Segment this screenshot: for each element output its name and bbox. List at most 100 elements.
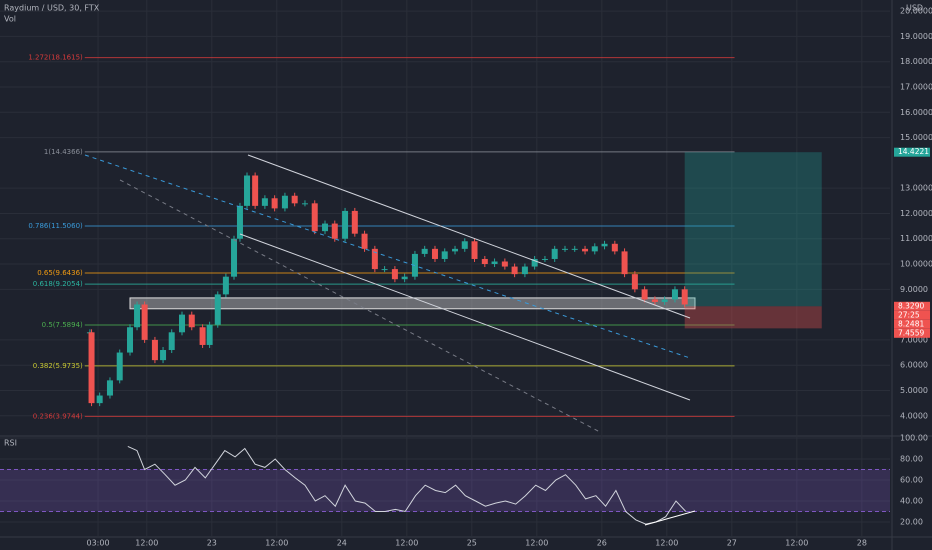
price-tag (894, 319, 930, 329)
candle-body (381, 269, 388, 271)
trend-line (239, 233, 691, 401)
x-tick-label: 23 (207, 539, 217, 548)
fib-label: 0.382(5.9735) (33, 362, 83, 370)
y-tick-label: 12.0000 (900, 209, 932, 218)
candle-body (671, 289, 678, 300)
candle-body (96, 395, 103, 404)
candle-body (231, 238, 238, 277)
candle-body (401, 276, 408, 280)
candle-body (351, 210, 358, 234)
candle-body (541, 258, 548, 260)
candle-body (214, 294, 221, 325)
support-zone (129, 297, 696, 310)
price-tag (894, 328, 930, 338)
y-tick-label: 17.0000 (900, 82, 932, 91)
candle-body (391, 269, 398, 280)
fib-label: 0.65(9.6436) (37, 269, 83, 277)
price-tag-label: 27:25 (898, 310, 920, 319)
y-tick-label: 20.0000 (900, 7, 932, 16)
price-tag-label: 8.3290 (898, 301, 924, 310)
candle-body (236, 205, 243, 239)
fib-label: 1(14.4366) (44, 148, 83, 156)
y-tick-label: 10.0000 (900, 260, 932, 269)
y-tick-label: 18.0000 (900, 57, 932, 66)
candle-body (481, 258, 488, 265)
y-tick-label: 5.0000 (900, 386, 928, 395)
x-tick-label: 12:00 (655, 539, 678, 548)
candle-body (222, 276, 229, 295)
x-tick-label: 24 (337, 539, 347, 548)
x-tick-label: 03:00 (87, 539, 110, 548)
y-tick-label: 20.00 (900, 517, 923, 526)
rsi-line (127, 445, 687, 525)
candle-body (551, 248, 558, 259)
candle-body (531, 258, 538, 267)
candle-body (421, 248, 428, 254)
candle-body (501, 261, 508, 267)
price-tag (894, 147, 930, 157)
candle-body (591, 246, 598, 252)
candle-body (106, 380, 113, 396)
candle-body (431, 248, 438, 259)
loss-zone (684, 306, 822, 329)
fib-label: 0.5(7.5894) (42, 321, 83, 329)
candle-body (188, 314, 195, 328)
price-tag-label: 14.4221 (898, 147, 929, 156)
fib-label: 0.618(9.2054) (33, 280, 83, 288)
candle-body (88, 332, 95, 404)
x-tick-label: 12:00 (265, 539, 288, 548)
candle-body (681, 289, 688, 305)
candle-body (141, 304, 148, 340)
price-tag-label: 7.4559 (898, 328, 924, 337)
y-tick-label: 11.0000 (900, 234, 932, 243)
candle-body (491, 261, 498, 265)
candle-body (116, 352, 123, 381)
y-tick-label: 40.00 (900, 496, 923, 505)
x-tick-label: 12:00 (135, 539, 158, 548)
candle-body (179, 314, 186, 333)
y-tick-label: 6.0000 (900, 361, 928, 370)
x-tick-label: 27 (727, 539, 737, 548)
x-tick-label: 12:00 (525, 539, 548, 548)
candle-body (561, 248, 568, 250)
x-tick-label: 12:00 (785, 539, 808, 548)
candle-body (611, 243, 618, 252)
candle-body (571, 248, 578, 250)
candle-body (651, 299, 658, 302)
dashed-line (119, 179, 601, 433)
x-tick-label: 12:00 (395, 539, 418, 548)
rsi-title: RSI (4, 439, 17, 448)
fib-label: 0.236(3.9744) (33, 412, 83, 420)
candle-body (252, 175, 259, 206)
rsi-band (0, 469, 890, 512)
fib-label: 1.272(18.1615) (28, 54, 83, 62)
chart-title: Raydium / USD, 30, FTX (4, 4, 100, 13)
candle-body (331, 223, 338, 239)
candle-body (271, 198, 278, 209)
candle-body (582, 248, 589, 252)
candle-body (631, 274, 638, 290)
dashed-line (84, 154, 691, 359)
y-tick-label: 60.00 (900, 475, 923, 484)
candle-body (291, 195, 298, 204)
candle-body (342, 210, 349, 239)
candle-body (151, 339, 158, 361)
candle-body (441, 251, 448, 259)
y-tick-label: 13.0000 (900, 184, 932, 193)
candle-body (301, 203, 308, 205)
candle-body (311, 203, 318, 232)
candle-body (322, 223, 329, 232)
candle-body (261, 198, 268, 206)
y-tick-label: 15.0000 (900, 133, 932, 142)
candle-body (168, 332, 175, 351)
profit-zone (684, 152, 822, 307)
candle-body (244, 175, 251, 206)
candle-body (281, 195, 288, 209)
candle-body (160, 350, 167, 361)
candle-body (471, 241, 478, 259)
candle-body (134, 304, 141, 328)
candle-body (521, 266, 528, 275)
price-tag-label: 8.2481 (898, 319, 924, 328)
